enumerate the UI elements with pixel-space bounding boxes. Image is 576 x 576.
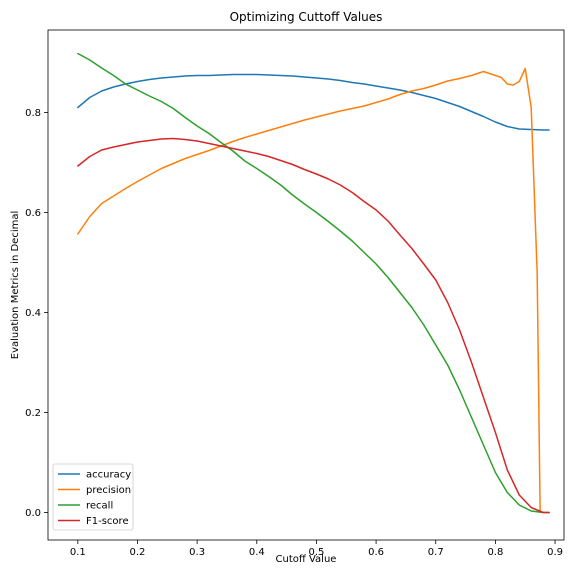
y-axis-title: Evaluation Metrics in Decimal bbox=[10, 211, 21, 360]
x-tick-label: 0.9 bbox=[547, 547, 563, 558]
plot-frame bbox=[47, 29, 565, 541]
x-tick-label: 0.7 bbox=[428, 547, 444, 558]
x-tick-label: 0.6 bbox=[368, 547, 384, 558]
legend-label: precision bbox=[86, 485, 131, 496]
legend-label: accuracy bbox=[86, 470, 131, 481]
x-axis-title: Cutoff Value bbox=[276, 554, 337, 565]
series-line-f1-score bbox=[77, 137, 550, 514]
y-tick-label: 0.8 bbox=[25, 108, 41, 119]
y-axis-ticks: 0.0 0.2 0.4 0.6 0.8 bbox=[25, 108, 48, 519]
x-tick-label: 0.8 bbox=[487, 547, 503, 558]
x-tick-label: 0.4 bbox=[249, 547, 265, 558]
legend-box bbox=[52, 463, 134, 531]
legend-label: F1-score bbox=[86, 516, 129, 527]
chart-title: Optimizing Cuttoff Values bbox=[230, 10, 383, 24]
series-lines bbox=[77, 52, 550, 514]
y-tick-label: 0.0 bbox=[25, 508, 41, 519]
x-tick-label: 0.1 bbox=[70, 547, 86, 558]
series-line-recall bbox=[77, 52, 550, 514]
y-tick-label: 0.4 bbox=[25, 308, 41, 319]
x-tick-label: 0.2 bbox=[130, 547, 146, 558]
y-tick-label: 0.6 bbox=[25, 208, 41, 219]
x-tick-label: 0.3 bbox=[189, 547, 205, 558]
series-line-precision bbox=[77, 67, 541, 514]
x-axis-ticks: 0.1 0.2 0.3 0.4 0.5 0.6 0.7 0.8 0.9 bbox=[70, 540, 563, 558]
x-tick-label: 0.5 bbox=[308, 547, 324, 558]
legend-label: recall bbox=[86, 501, 113, 512]
series-line-accuracy bbox=[77, 73, 550, 131]
legend: accuracy precision recall F1-score bbox=[52, 463, 134, 531]
y-tick-label: 0.2 bbox=[25, 408, 41, 419]
